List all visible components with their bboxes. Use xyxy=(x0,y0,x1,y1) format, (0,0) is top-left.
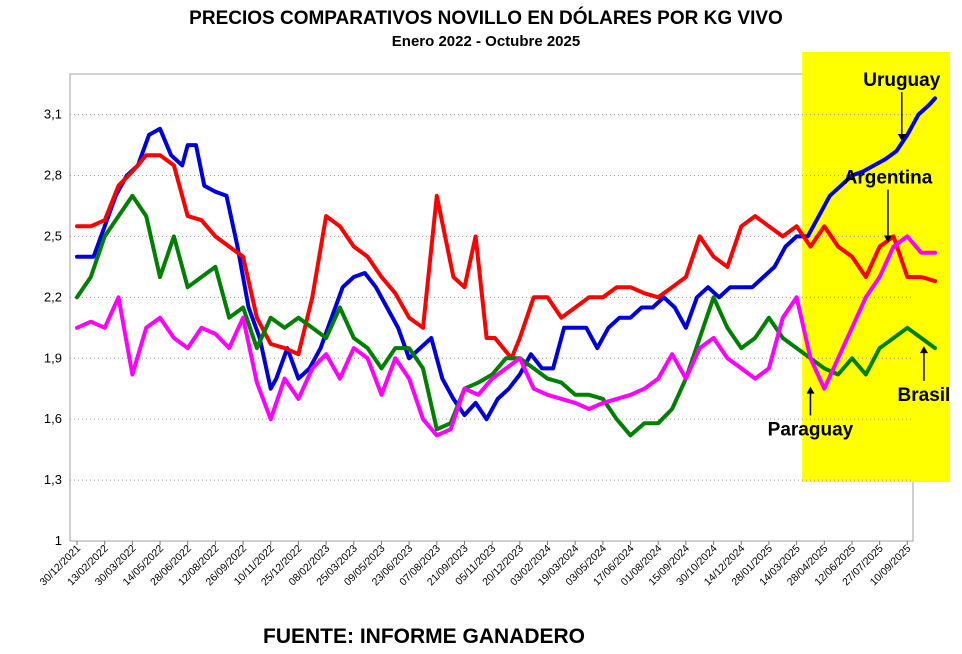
x-axis: 30/12/202113/02/202230/03/202214/05/2022… xyxy=(37,541,914,588)
series-lines xyxy=(75,96,937,438)
grid xyxy=(70,114,913,481)
y-tick-label: 1 xyxy=(55,533,62,548)
annotation-arrow-head xyxy=(897,134,906,142)
source-note: FUENTE: INFORME GANADERO xyxy=(263,625,585,648)
y-tick-label: 1,3 xyxy=(44,472,62,487)
series-line-brasil xyxy=(75,193,937,438)
y-axis: 1 1,3 1,6 1,9 2,2 2,5 2,8 3,1 xyxy=(44,107,62,548)
annotation-arrow-head xyxy=(806,386,815,394)
y-tick-label: 2,5 xyxy=(44,228,62,243)
y-tick-label: 1,6 xyxy=(44,411,62,426)
highlight-region xyxy=(802,52,950,482)
chart-title: PRECIOS COMPARATIVOS NOVILLO EN DÓLARES … xyxy=(189,7,783,29)
highlight-band xyxy=(802,52,950,482)
annotations: Uruguay Argentina Brasil Paraguay xyxy=(768,70,951,440)
annotation-uruguay: Uruguay xyxy=(863,70,941,91)
series-line-paraguay xyxy=(75,234,937,438)
y-tick-label: 3,1 xyxy=(44,107,62,122)
y-tick-label: 2,2 xyxy=(44,289,62,304)
annotation-argentina: Argentina xyxy=(844,168,933,189)
y-tick-label: 2,8 xyxy=(44,168,62,183)
annotation-brasil: Brasil xyxy=(898,385,951,406)
series-line-argentina xyxy=(75,153,937,361)
series-line-uruguay xyxy=(75,96,937,422)
y-tick-label: 1,9 xyxy=(44,350,62,365)
plot-area xyxy=(69,73,914,542)
annotation-paraguay: Paraguay xyxy=(768,419,854,440)
chart-subtitle: Enero 2022 - Octubre 2025 xyxy=(392,33,580,50)
annotation-arrow-head xyxy=(919,346,928,354)
annotation-arrow-head xyxy=(883,235,892,243)
